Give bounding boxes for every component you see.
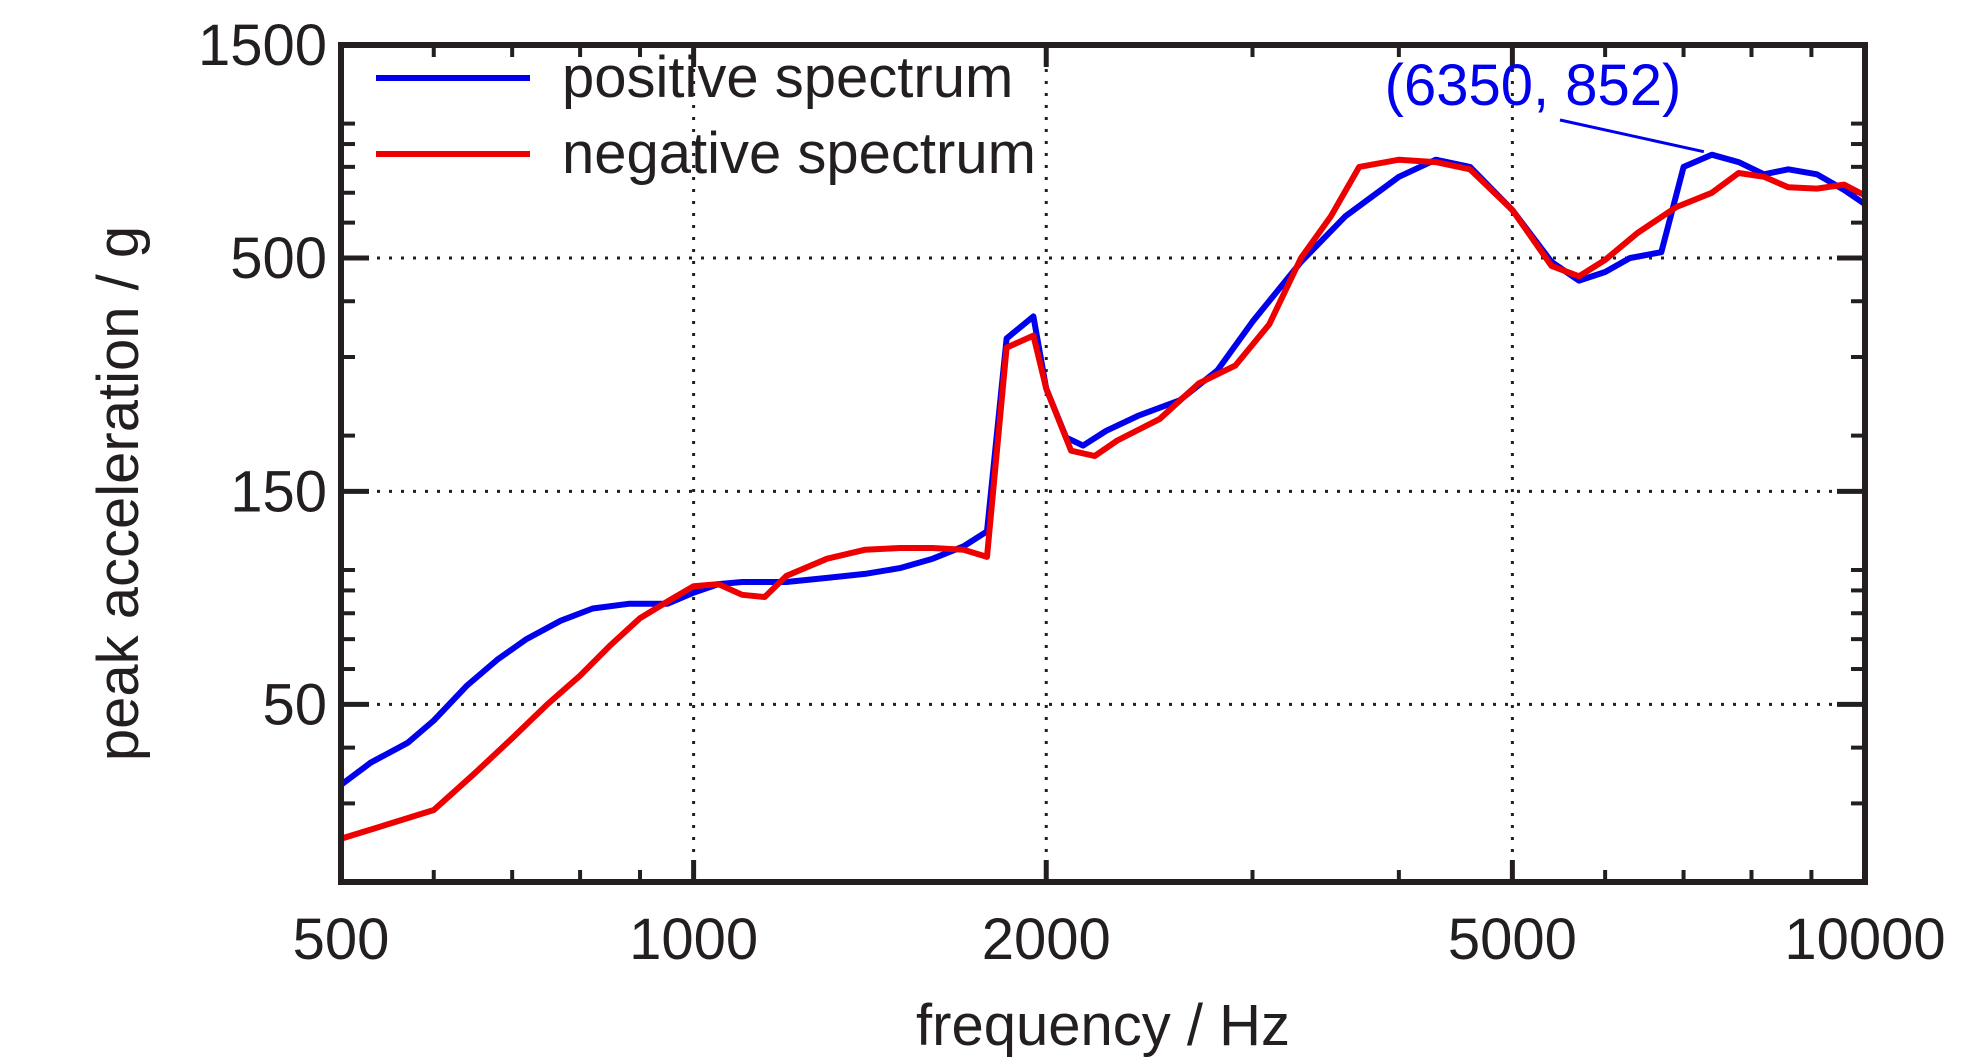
grid	[341, 45, 1865, 882]
x-tick-label: 2000	[982, 907, 1111, 972]
legend-label-positive: positive spectrum	[562, 45, 1013, 110]
x-tick-label: 5000	[1448, 907, 1577, 972]
y-tick-label: 500	[230, 226, 327, 291]
y-axis-label: peak acceleration / g	[86, 226, 151, 761]
y-tick-label: 1500	[198, 13, 327, 78]
tick-labels: 500 1000 2000 5000 10000 50 150 500 1500	[198, 13, 1946, 972]
negative-spectrum-line	[341, 156, 1865, 842]
peak-annotation-leader	[1559, 118, 1705, 154]
x-tick-label: 1000	[629, 907, 758, 972]
x-tick-label: 500	[293, 907, 390, 972]
peak-annotation-label: (6350, 852)	[1385, 53, 1682, 118]
annotation-layer: (6350, 852)	[1385, 53, 1705, 154]
series-layer	[341, 151, 1865, 842]
legend: positive spectrum negative spectrum	[376, 45, 1036, 186]
x-axis-label: frequency / Hz	[916, 993, 1290, 1058]
y-tick-label: 150	[230, 459, 327, 524]
plot-frame	[338, 42, 1868, 885]
positive-spectrum-line	[341, 151, 1865, 788]
legend-label-negative: negative spectrum	[562, 121, 1036, 186]
y-tick-label: 50	[262, 672, 327, 737]
x-tick-label: 10000	[1784, 907, 1945, 972]
